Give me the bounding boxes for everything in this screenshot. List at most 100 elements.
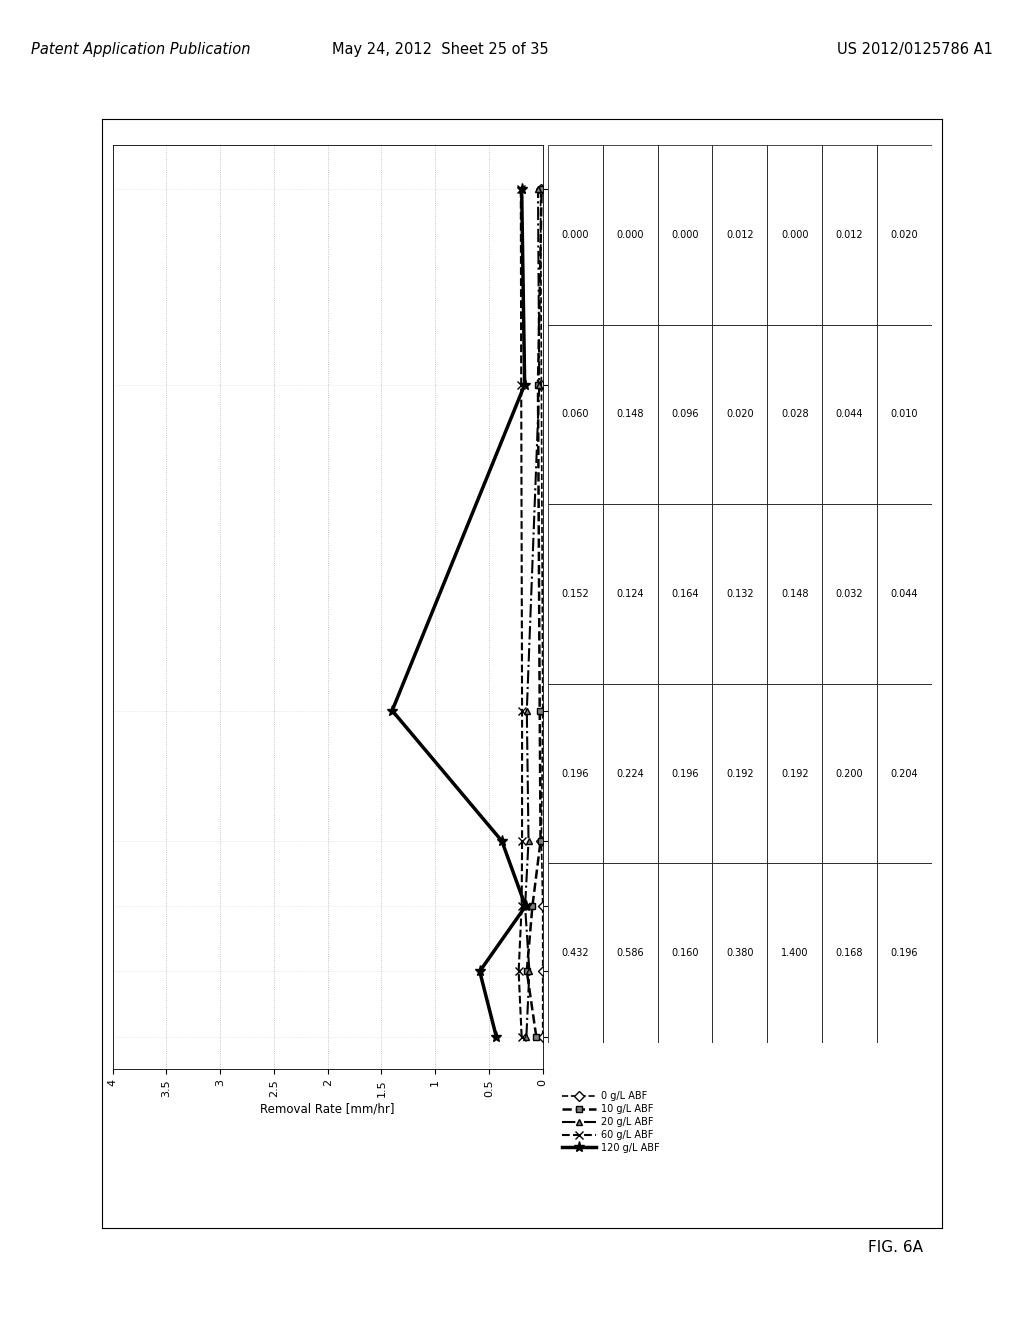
- Bar: [822, 863, 877, 1043]
- 0 g/L ABF: [537, 702, 549, 718]
- Bar: [548, 325, 603, 504]
- 120 g/L ABF: [519, 899, 531, 915]
- 20 g/L ABF: [531, 181, 544, 197]
- Bar: [657, 325, 713, 504]
- Bar: [877, 684, 932, 863]
- Bar: [548, 863, 603, 1043]
- Bar: [767, 145, 822, 325]
- 20 g/L ABF: [520, 1028, 532, 1044]
- Text: 0.204: 0.204: [891, 768, 919, 779]
- Text: 0.096: 0.096: [672, 409, 698, 420]
- 10 g/L ABF: [536, 181, 548, 197]
- 20 g/L ABF: [519, 899, 531, 915]
- 10 g/L ABF: [535, 833, 547, 849]
- Text: 0.164: 0.164: [672, 589, 698, 599]
- Text: Material Removal at 21°C and 1076A/m²: Material Removal at 21°C and 1076A/m²: [113, 400, 517, 418]
- 20 g/L ABF: [522, 833, 535, 849]
- 120 g/L ABF: [515, 181, 527, 197]
- Text: FIG. 6A: FIG. 6A: [868, 1239, 924, 1255]
- 10 g/L ABF: [530, 1028, 543, 1044]
- Bar: [767, 504, 822, 684]
- Bar: [657, 684, 713, 863]
- Text: 0.000: 0.000: [672, 230, 698, 240]
- Text: 0.000: 0.000: [781, 230, 808, 240]
- 60 g/L ABF: [512, 964, 524, 979]
- 120 g/L ABF: [490, 1028, 503, 1044]
- Text: May 24, 2012  Sheet 25 of 35: May 24, 2012 Sheet 25 of 35: [332, 42, 549, 57]
- 120 g/L ABF: [473, 964, 485, 979]
- 0 g/L ABF: [536, 833, 548, 849]
- Text: 0.168: 0.168: [836, 948, 863, 958]
- Bar: [713, 863, 767, 1043]
- 120 g/L ABF: [496, 833, 508, 849]
- Text: 1.400: 1.400: [781, 948, 808, 958]
- Line: 10 g/L ABF: 10 g/L ABF: [523, 186, 545, 1040]
- Text: 0.160: 0.160: [672, 948, 698, 958]
- Bar: [713, 684, 767, 863]
- Bar: [603, 325, 657, 504]
- 60 g/L ABF: [516, 833, 528, 849]
- Bar: [548, 145, 603, 325]
- 60 g/L ABF: [515, 899, 527, 915]
- Text: 0.012: 0.012: [836, 230, 863, 240]
- Bar: [603, 863, 657, 1043]
- Bar: [767, 684, 822, 863]
- Bar: [877, 504, 932, 684]
- Bar: [822, 145, 877, 325]
- 20 g/L ABF: [520, 702, 532, 718]
- Bar: [713, 504, 767, 684]
- Text: 0.200: 0.200: [836, 768, 863, 779]
- Y-axis label: Citric Acid Concentration (g/L): Citric Acid Concentration (g/L): [588, 523, 598, 692]
- 10 g/L ABF: [531, 376, 544, 392]
- Bar: [877, 863, 932, 1043]
- Bar: [657, 504, 713, 684]
- Bar: [548, 504, 603, 684]
- Text: 0.192: 0.192: [726, 768, 754, 779]
- Text: 0.028: 0.028: [781, 409, 809, 420]
- Line: 120 g/L ABF: 120 g/L ABF: [387, 183, 531, 1043]
- Bar: [877, 145, 932, 325]
- Text: US 2012/0125786 A1: US 2012/0125786 A1: [838, 42, 993, 57]
- 20 g/L ABF: [534, 376, 546, 392]
- 20 g/L ABF: [523, 964, 536, 979]
- 10 g/L ABF: [520, 964, 532, 979]
- 0 g/L ABF: [536, 376, 548, 392]
- Text: 0.044: 0.044: [836, 409, 863, 420]
- Bar: [657, 145, 713, 325]
- Bar: [877, 325, 932, 504]
- 60 g/L ABF: [516, 702, 528, 718]
- 60 g/L ABF: [515, 181, 527, 197]
- 0 g/L ABF: [537, 964, 549, 979]
- 10 g/L ABF: [526, 899, 539, 915]
- Line: 20 g/L ABF: 20 g/L ABF: [521, 186, 543, 1040]
- Text: 0.020: 0.020: [891, 230, 919, 240]
- Text: 0.148: 0.148: [616, 409, 644, 420]
- X-axis label: Removal Rate [mm/hr]: Removal Rate [mm/hr]: [260, 1102, 395, 1115]
- Text: 0.020: 0.020: [726, 409, 754, 420]
- Text: 0.044: 0.044: [891, 589, 919, 599]
- 0 g/L ABF: [537, 899, 549, 915]
- Bar: [713, 145, 767, 325]
- Bar: [548, 684, 603, 863]
- 120 g/L ABF: [518, 376, 530, 392]
- Text: 0.000: 0.000: [616, 230, 644, 240]
- Bar: [603, 145, 657, 325]
- Bar: [822, 684, 877, 863]
- Bar: [767, 325, 822, 504]
- Legend: 0 g/L ABF, 10 g/L ABF, 20 g/L ABF, 60 g/L ABF, 120 g/L ABF: 0 g/L ABF, 10 g/L ABF, 20 g/L ABF, 60 g/…: [558, 1088, 664, 1156]
- 60 g/L ABF: [515, 1028, 527, 1044]
- Bar: [603, 504, 657, 684]
- 10 g/L ABF: [534, 702, 546, 718]
- 60 g/L ABF: [515, 376, 527, 392]
- Text: 0.000: 0.000: [561, 230, 589, 240]
- Text: 0.196: 0.196: [672, 768, 698, 779]
- Bar: [603, 684, 657, 863]
- Text: 0.132: 0.132: [726, 589, 754, 599]
- Bar: [713, 325, 767, 504]
- Text: 0.192: 0.192: [781, 768, 809, 779]
- Text: 0.124: 0.124: [616, 589, 644, 599]
- 0 g/L ABF: [535, 181, 547, 197]
- Bar: [822, 325, 877, 504]
- Text: 0.224: 0.224: [616, 768, 644, 779]
- 0 g/L ABF: [537, 1028, 549, 1044]
